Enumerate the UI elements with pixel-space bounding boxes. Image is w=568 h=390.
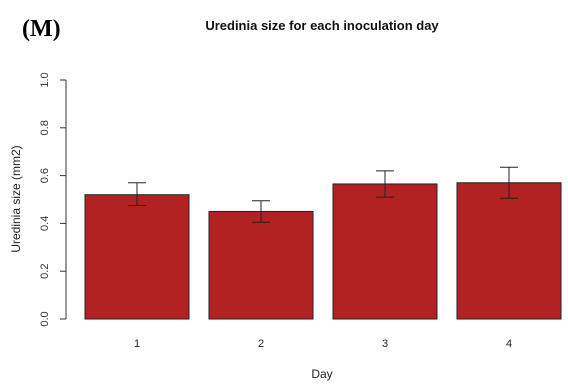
x-tick-label: 4 <box>506 338 512 350</box>
panel-label: (M) <box>22 16 61 42</box>
bar <box>84 194 190 320</box>
x-tick-label: 3 <box>382 338 388 350</box>
y-tick-label: 0.8 <box>39 120 51 135</box>
chart-marks: 0.0 0.2 0.4 0.6 0.8 1.0 1 2 3 4 <box>39 72 562 350</box>
y-axis-title: Uredinia size (mm2) <box>9 145 23 252</box>
y-tick-label: 0.4 <box>39 216 51 231</box>
y-tick-label: 1.0 <box>39 72 51 87</box>
y-tick-label: 0.6 <box>39 168 51 183</box>
bar <box>332 183 438 320</box>
bar <box>456 182 562 320</box>
chart-title: Uredinia size for each inoculation day <box>205 18 439 33</box>
bar <box>208 210 314 320</box>
x-axis-title: Day <box>311 367 332 381</box>
y-tick-label: 0.0 <box>39 311 51 326</box>
y-tick-label: 0.2 <box>39 264 51 279</box>
x-tick-label: 1 <box>134 338 140 350</box>
x-tick-label: 2 <box>258 338 264 350</box>
